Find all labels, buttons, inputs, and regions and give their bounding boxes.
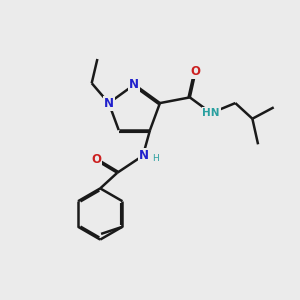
Text: HN: HN (202, 108, 220, 118)
Text: N: N (129, 78, 140, 91)
Text: H: H (152, 154, 159, 163)
Text: N: N (139, 149, 149, 162)
Text: N: N (104, 97, 114, 110)
Text: O: O (190, 65, 200, 78)
Text: O: O (91, 154, 101, 166)
